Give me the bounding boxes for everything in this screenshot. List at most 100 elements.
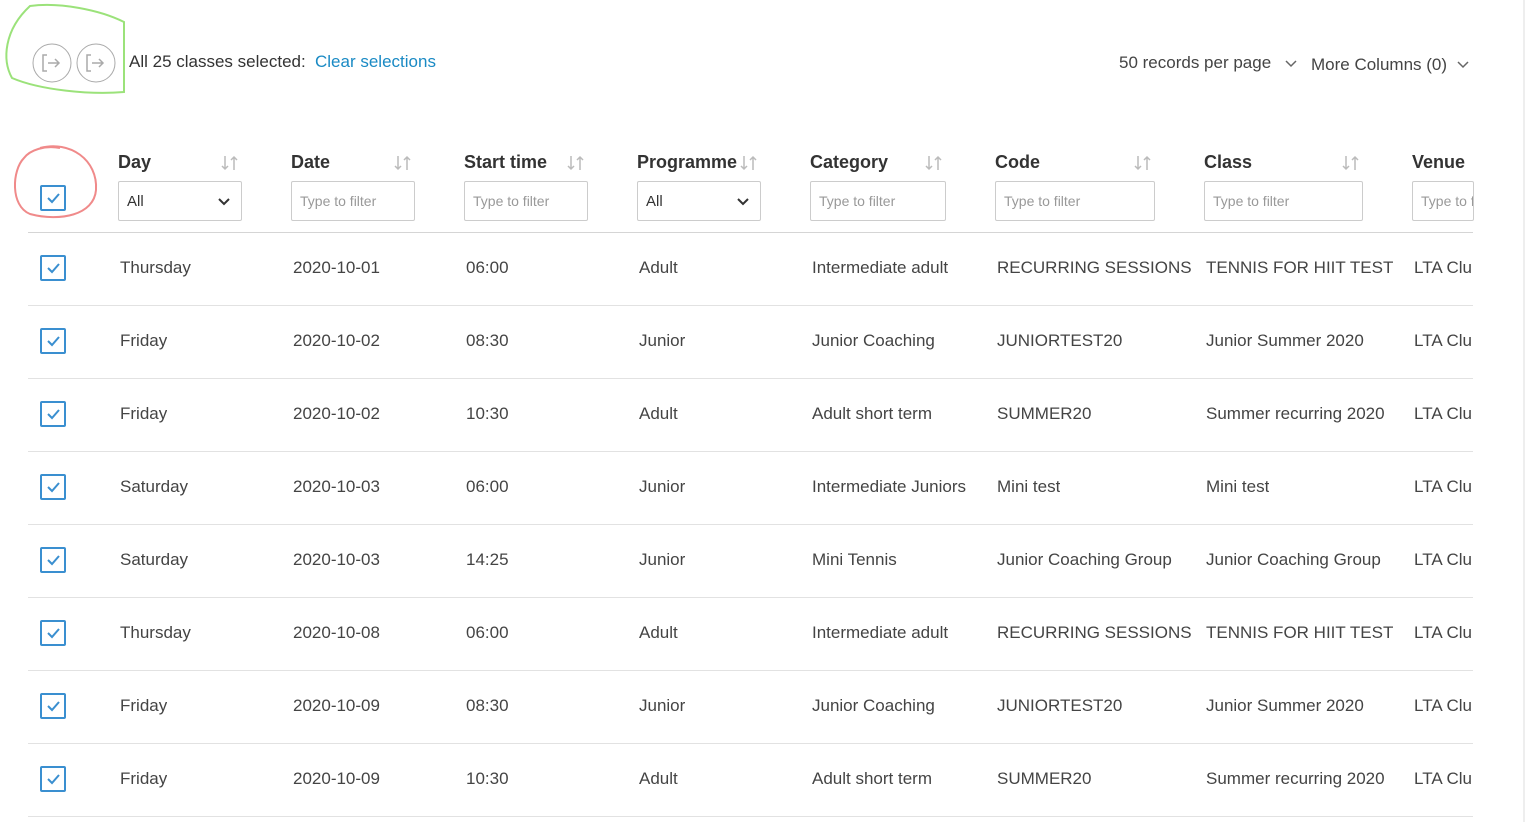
table-cell: 10:30	[466, 769, 509, 789]
table-cell: 06:00	[466, 477, 509, 497]
sort-icon[interactable]	[1341, 154, 1361, 177]
filter-input[interactable]: Type to filter	[995, 181, 1155, 221]
column-header[interactable]: Day	[118, 152, 151, 173]
sort-icon[interactable]	[566, 154, 586, 177]
filter-input[interactable]: Type to filter	[464, 181, 588, 221]
table-cell: 06:00	[466, 258, 509, 278]
table-cell: Junior Summer 2020	[1206, 696, 1364, 716]
table-cell: Friday	[120, 696, 167, 716]
dropdown-arrow	[217, 197, 231, 207]
table-cell: Mini Tennis	[812, 550, 897, 570]
checkbox[interactable]	[40, 766, 66, 792]
table-cell: RECURRING SESSIONS	[997, 258, 1192, 278]
table-cell: Friday	[120, 331, 167, 351]
checkbox[interactable]	[40, 474, 66, 500]
table-cell: 08:30	[466, 331, 509, 351]
filter-input[interactable]: Type to filter	[1412, 181, 1474, 221]
sort-icon[interactable]	[220, 154, 240, 177]
table-cell: 14:25	[466, 550, 509, 570]
checkbox[interactable]	[40, 255, 66, 281]
filter-select[interactable]: All	[637, 181, 761, 221]
table-cell: Friday	[120, 769, 167, 789]
table-cell: Intermediate adult	[812, 258, 948, 278]
more-columns[interactable]: More Columns (0)	[1311, 55, 1447, 75]
table-cell: 2020-10-03	[293, 550, 380, 570]
column-header[interactable]: Venue	[1412, 152, 1465, 173]
placeholder: Type to filter	[1213, 193, 1289, 209]
table-cell: LTA Clu	[1414, 258, 1472, 278]
checkbox[interactable]	[40, 547, 66, 573]
filter-input[interactable]: Type to filter	[291, 181, 415, 221]
table-cell: LTA Clu	[1414, 550, 1472, 570]
table-cell: LTA Clu	[1414, 331, 1472, 351]
column-header[interactable]: Code	[995, 152, 1040, 173]
row-divider	[28, 743, 1473, 744]
table-cell: Intermediate Juniors	[812, 477, 966, 497]
filter-select[interactable]: All	[118, 181, 242, 221]
column-header[interactable]: Class	[1204, 152, 1252, 173]
sort-icon[interactable]	[1133, 154, 1153, 177]
column-header[interactable]: Start time	[464, 152, 547, 173]
checkmark	[42, 768, 64, 790]
export-button[interactable]	[33, 44, 71, 82]
table-cell: Junior Coaching Group	[1206, 550, 1381, 570]
table-cell: 2020-10-09	[293, 769, 380, 789]
table-cell: RECURRING SESSIONS	[997, 623, 1192, 643]
filter-input[interactable]: Type to filter	[810, 181, 946, 221]
table-cell: Adult short term	[812, 769, 932, 789]
dropdown-arrow	[736, 197, 750, 207]
checkbox[interactable]	[40, 401, 66, 427]
header-divider	[28, 232, 1473, 233]
column-header[interactable]: Category	[810, 152, 888, 173]
records-per-page[interactable]: 50 records per page	[1119, 53, 1271, 73]
table-cell: Junior Coaching	[812, 696, 935, 716]
table-cell: Adult	[639, 404, 678, 424]
table-cell: Thursday	[120, 623, 191, 643]
row-divider	[28, 670, 1473, 671]
row-divider	[28, 597, 1473, 598]
table-cell: 2020-10-01	[293, 258, 380, 278]
chevron	[1286, 61, 1296, 66]
table-cell: Junior Coaching	[812, 331, 935, 351]
checkbox[interactable]	[40, 693, 66, 719]
selection-text: All 25 classes selected:	[129, 52, 306, 72]
table-cell: JUNIORTEST20	[997, 331, 1122, 351]
select-value: All	[646, 193, 663, 210]
table-cell: Saturday	[120, 477, 188, 497]
table-cell: Intermediate adult	[812, 623, 948, 643]
table-cell: 2020-10-08	[293, 623, 380, 643]
placeholder: Type to filter	[1004, 193, 1080, 209]
table-cell: Saturday	[120, 550, 188, 570]
table-cell: Junior	[639, 696, 685, 716]
table-cell: Junior Coaching Group	[997, 550, 1172, 570]
sort-icon[interactable]	[739, 154, 759, 177]
table-cell: 10:30	[466, 404, 509, 424]
table-cell: LTA Clu	[1414, 696, 1472, 716]
table-cell: Adult short term	[812, 404, 932, 424]
row-divider	[28, 816, 1473, 817]
sort-icon[interactable]	[393, 154, 413, 177]
table-cell: LTA Clu	[1414, 477, 1472, 497]
table-cell: Junior	[639, 477, 685, 497]
column-header[interactable]: Date	[291, 152, 330, 173]
checkmark	[42, 622, 64, 644]
table-cell: Junior	[639, 331, 685, 351]
table-cell: 08:30	[466, 696, 509, 716]
checkbox[interactable]	[40, 620, 66, 646]
column-header[interactable]: Programme	[637, 152, 737, 173]
table-cell: Summer recurring 2020	[1206, 404, 1385, 424]
export-button[interactable]	[77, 44, 115, 82]
table-cell: LTA Clu	[1414, 623, 1472, 643]
clear-link[interactable]: Clear selections	[315, 52, 436, 72]
sort-icon[interactable]	[924, 154, 944, 177]
table-cell: Thursday	[120, 258, 191, 278]
row-divider	[28, 524, 1473, 525]
table-cell: Summer recurring 2020	[1206, 769, 1385, 789]
table-cell: SUMMER20	[997, 769, 1091, 789]
checkbox[interactable]	[40, 185, 66, 211]
table-cell: LTA Clu	[1414, 404, 1472, 424]
checkbox[interactable]	[40, 328, 66, 354]
filter-input[interactable]: Type to filter	[1204, 181, 1363, 221]
checkmark	[42, 187, 64, 209]
